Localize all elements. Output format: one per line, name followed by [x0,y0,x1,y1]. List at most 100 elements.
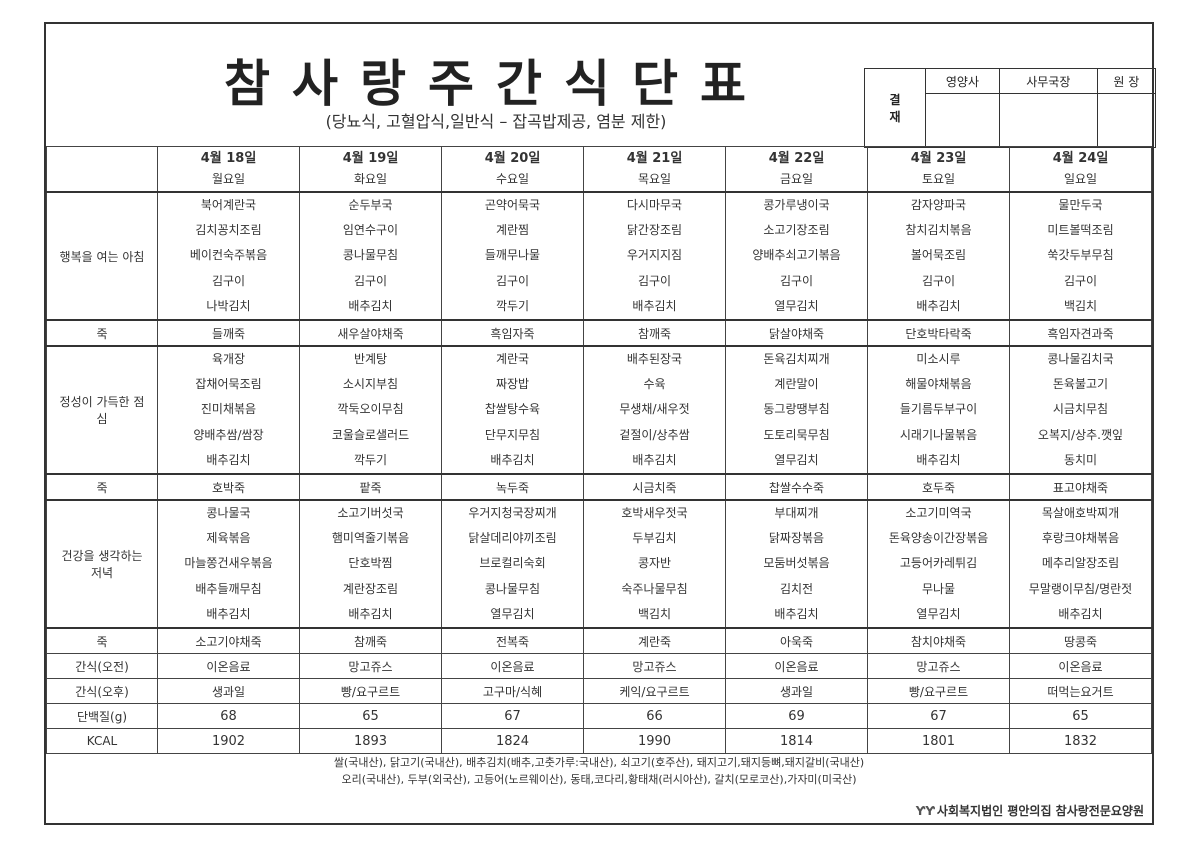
dish-item: 양배추쇠고기볶음 [752,248,841,263]
menu-cell-porridge1: 닭살야채죽 [725,319,868,347]
dish-item: 백김치 [1063,298,1098,313]
row-label: 간식(오전) [46,653,158,680]
date-label: 4월 20일 [484,151,541,166]
dish-item: 돈육양송이간장볶음 [888,531,989,546]
dish-item: 김구이 [779,273,814,288]
dish-item: 무나물 [921,581,956,596]
dish-item: 모둠버섯볶음 [763,556,830,571]
menu-cell-snack-pm: 빵/요구르트 [867,678,1010,705]
menu-cell-porridge3: 참치야채죽 [867,627,1010,655]
row-label: 단백질(g) [46,703,158,730]
menu-cell-porridge3: 전복죽 [441,627,584,655]
dish-item: 도토리묵무침 [763,427,830,442]
organization-signature: ƳƳ 사회복지법인 평안의집 참사랑전문요양원 [916,802,1144,819]
dish-item: 우거지지짐 [626,248,683,263]
dish-item: 배추김치 [774,606,819,621]
dish-item: 열무김치 [916,606,961,621]
dish-item: 목살애호박찌개 [1041,506,1120,521]
dish-item: 동치미 [1063,452,1098,467]
signature-box [925,93,1000,148]
menu-cell: 우거지청국장찌개 닭살데리야끼조림 브로컬리숙회 콩나물무침 열무김치 [441,499,584,629]
menu-cell: 콩나물국 제육볶음 마늘쫑건새우볶음 배추들깨무침 배추김치 [157,499,300,629]
date-cell: 4월 18일 월요일 [157,146,300,193]
dish-item: 김구이 [637,273,672,288]
menu-cell-porridge3: 소고기야채죽 [157,627,300,655]
origin-line: 쌀(국내산), 닭고기(국내산), 배추김치(배추,고춧가루:국내산), 쇠고기… [333,756,865,769]
dish-item: 배추김치 [632,298,677,313]
menu-cell-porridge2: 표고야채죽 [1009,473,1152,501]
menu-cell: 곤약어묵국 계란찜 들깨무나물 김구이 깍두기 [441,190,584,321]
row-label: 죽 [46,473,158,501]
menu-sheet: 참사랑주간식단표 (당뇨식, 고혈압식,일반식 – 잡곡밥제공, 염분 제한) … [44,22,1157,825]
menu-cell: 다시마무국 닭간장조림 우거지지짐 김구이 배추김치 [583,190,726,321]
menu-cell: 계란국 짜장밥 찹쌀탕수육 단무지무침 배추김치 [441,345,584,475]
dish-item: 계란찜 [495,223,530,238]
dish-item: 해물야채볶음 [905,377,972,392]
dish-item: 우거지청국장찌개 [468,506,557,521]
approval-box: 결 재 영양사 사무국장 원 장 [864,68,1157,148]
menu-cell-snack-pm: 빵/요구르트 [299,678,442,705]
dish-item: 배추김치 [1058,606,1103,621]
date-label: 4월 22일 [768,151,825,166]
dish-item: 쑥갓두부무침 [1047,248,1114,263]
menu-cell-porridge1: 새우살야채죽 [299,319,442,347]
dish-item: 돈육김치찌개 [763,352,830,367]
row-snack-am: 간식(오전) 이온음료 망고쥬스 이온음료 망고쥬스 이온음료 망고쥬스 이온음료 [46,653,1152,680]
date-cell: 4월 19일 화요일 [299,146,442,193]
dish-item: 진미채볶음 [200,402,257,417]
menu-cell-kcal: 1902 [157,728,300,755]
menu-cell: 북어계란국 김치꽁치조림 베이컨숙주볶음 김구이 나박김치 [157,190,300,321]
dish-item: 콩나물김치국 [1047,352,1114,367]
dish-item: 미트볼떡조림 [1047,223,1114,238]
dish-item: 콩자반 [637,556,672,571]
dish-item: 콩가루냉이국 [763,198,830,212]
menu-cell-porridge2: 호두죽 [867,473,1010,501]
dish-item: 김치꽁치조림 [195,223,262,238]
dish-item: 잡채어묵조림 [195,377,262,392]
approval-role: 사무국장 [998,68,1098,94]
menu-cell-porridge2: 팥죽 [299,473,442,501]
menu-cell-snack-pm: 생과일 [157,678,300,705]
page-subtitle: (당뇨식, 고혈압식,일반식 – 잡곡밥제공, 염분 제한) [325,112,667,131]
weekday-label: 일요일 [1063,172,1098,186]
dish-item: 육개장 [211,352,246,367]
dish-item: 배추김치 [206,606,251,621]
menu-cell: 소고기버섯국 햄미역줄기볶음 단호박찜 계란장조림 배추김치 [299,499,442,629]
dish-item: 무말랭이무침/명란젓 [1028,581,1133,596]
dish-item: 양배추쌈/쌈장 [193,427,264,442]
menu-cell-kcal: 1893 [299,728,442,755]
dish-item: 콩나물무침 [342,248,399,263]
signature-box [1096,93,1157,148]
menu-cell-protein: 68 [157,703,300,730]
menu-cell: 돈육김치찌개 계란말이 동그랑땡부침 도토리묵무침 열무김치 [725,345,868,475]
dish-item: 시래기나물볶음 [899,427,978,442]
menu-cell: 부대찌개 닭짜장볶음 모둠버섯볶음 김치전 배추김치 [725,499,868,629]
dish-item: 호박새우젓국 [621,506,688,521]
dish-item: 열무김치 [774,452,819,467]
menu-cell-snack-pm: 고구마/식혜 [441,678,584,705]
menu-cell-porridge3: 참깨죽 [299,627,442,655]
dish-item: 찹쌀탕수육 [484,402,541,417]
dish-item: 반계탕 [353,352,388,367]
weekday-label: 금요일 [779,172,814,186]
menu-cell-porridge3: 아욱죽 [725,627,868,655]
menu-cell: 육개장 잡채어묵조림 진미채볶음 양배추쌈/쌈장 배추김치 [157,345,300,475]
dish-item: 닭살데리야끼조림 [468,531,557,546]
dish-item: 참치김치볶음 [905,223,972,238]
menu-cell-kcal: 1990 [583,728,726,755]
dish-item: 콩나물국 [206,506,251,521]
row-porridge2: 죽 호박죽 팥죽 녹두죽 시금치죽 찹쌀수수죽 호두죽 표고야채죽 [46,473,1152,501]
menu-cell: 물만두국 미트볼떡조림 쑥갓두부무침 김구이 백김치 [1009,190,1152,321]
date-cell: 4월 23일 토요일 [867,146,1010,193]
dish-item: 소고기장조림 [763,223,830,238]
dish-item: 열무김치 [490,606,535,621]
row-dinner: 건강을 생각하는 저녁 콩나물국 제육볶음 마늘쫑건새우볶음 배추들깨무침 배추김치 소고기… [46,499,1152,629]
date-label: 4월 21일 [626,151,683,166]
approval-role: 영양사 [925,68,1000,94]
row-breakfast: 행복을 여는 아침 북어계란국 김치꽁치조림 베이컨숙주볶음 김구이 나박김치 순두부국 임연… [46,190,1152,321]
menu-cell-porridge3: 계란죽 [583,627,726,655]
dish-item: 숙주나물무침 [621,581,688,596]
dish-item: 단무지무침 [484,427,541,442]
date-label: 4월 18일 [200,151,257,166]
dish-item: 임연수구이 [342,223,399,238]
